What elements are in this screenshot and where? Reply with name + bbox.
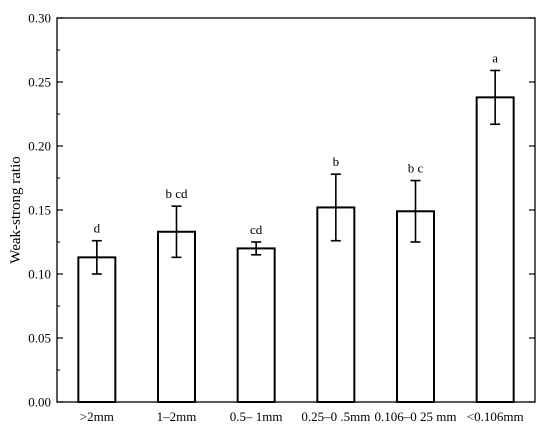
y-tick-label: 0.10: [28, 267, 51, 282]
significance-letter: cd: [250, 222, 263, 237]
y-axis-ticks: 0.00 0.05 0.10 0.15 0.20 0.25 0.30: [28, 11, 535, 410]
significance-letter: b c: [408, 161, 424, 176]
x-tick-label: 1–2mm: [157, 409, 197, 424]
significance-letters-group: d b cd cd b b c a: [94, 50, 499, 237]
y-tick-label: 0.15: [28, 203, 51, 218]
x-tick-label: 0.5– 1mm: [230, 409, 283, 424]
y-tick-label: 0.25: [28, 75, 51, 90]
x-tick-label: 0.106–0 25 mm: [375, 409, 457, 424]
y-tick-label: 0.20: [28, 139, 51, 154]
x-tick-label: 0.25–0 .5mm: [301, 409, 370, 424]
y-axis-label: Weak-strong ratio: [8, 156, 24, 264]
y-tick-label: 0.30: [28, 11, 51, 26]
x-tick-label: <0.106mm: [467, 409, 524, 424]
significance-letter: a: [492, 50, 498, 65]
error-bars-group: [91, 69, 501, 275]
bar: [236, 247, 276, 403]
bar: [77, 256, 117, 403]
x-tick-label: >2mm: [80, 409, 114, 424]
x-axis-ticks: >2mm 1–2mm 0.5– 1mm 0.25–0 .5mm 0.106–0 25 m…: [80, 409, 524, 424]
significance-letter: d: [94, 221, 101, 236]
bars-group: [77, 96, 515, 404]
significance-letter: b: [333, 154, 340, 169]
y-tick-label: 0.00: [28, 395, 51, 410]
plot-frame: [56, 17, 536, 403]
significance-letter: b cd: [165, 186, 188, 201]
bar: [475, 96, 515, 404]
y-tick-label: 0.05: [28, 331, 51, 346]
bar: [157, 230, 196, 403]
